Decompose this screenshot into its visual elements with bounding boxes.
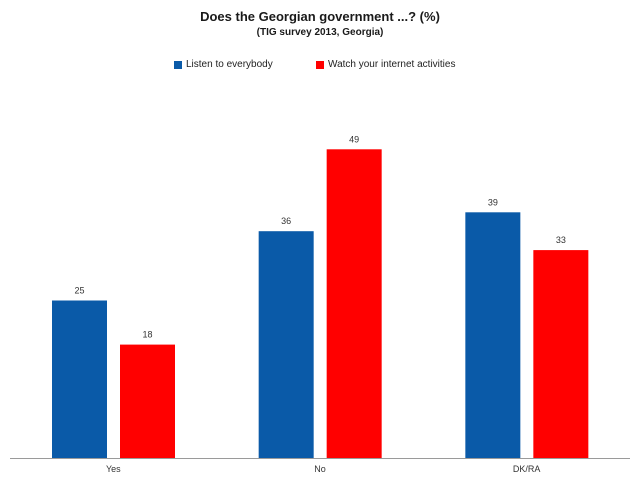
data-label: 33 <box>556 235 566 245</box>
bar-dk-ra-series-0 <box>465 212 521 458</box>
x-tick-label: Yes <box>106 464 121 474</box>
data-label: 39 <box>488 197 498 207</box>
legend-swatch-listen <box>174 60 182 69</box>
chart-title: Does the Georgian government ...? (%) <box>200 9 440 24</box>
bar-no-series-1 <box>326 149 382 459</box>
data-label: 18 <box>142 330 152 340</box>
legend-label-watch: Watch your internet activities <box>328 59 456 70</box>
x-tick-label: No <box>314 464 326 474</box>
data-label: 49 <box>349 134 359 144</box>
data-label: 25 <box>74 286 84 296</box>
chart-subtitle: (TIG survey 2013, Georgia) <box>256 27 384 38</box>
bar-yes-series-1 <box>120 344 175 458</box>
bar-no-series-0 <box>258 231 314 458</box>
legend-item-listen: Listen to everybody <box>174 59 273 70</box>
x-tick-label: DK/RA <box>513 464 541 474</box>
legend-item-watch: Watch your internet activities <box>316 59 455 70</box>
legend-swatch-watch <box>316 60 324 69</box>
data-label: 36 <box>281 216 291 226</box>
bar-dk-ra-series-1 <box>533 250 589 458</box>
bar-yes-series-0 <box>52 300 107 458</box>
legend: Listen to everybody Watch your internet … <box>0 59 640 73</box>
legend-label-listen: Listen to everybody <box>186 59 273 70</box>
